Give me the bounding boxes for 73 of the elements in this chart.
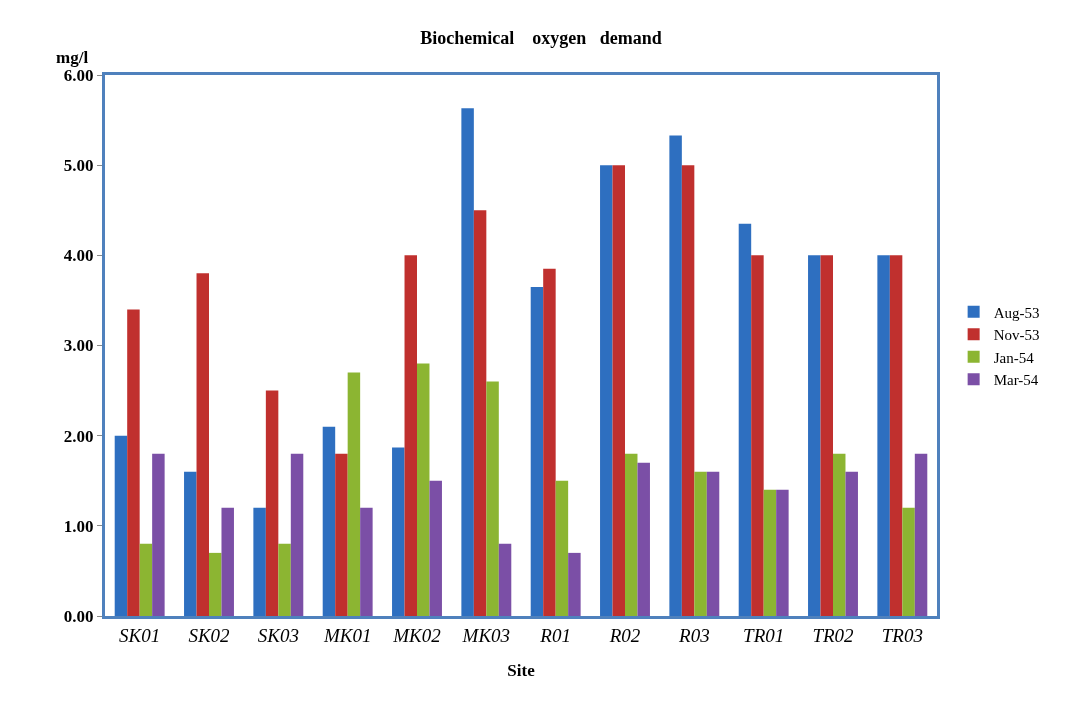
x-tick-label: R02 bbox=[608, 624, 641, 646]
bar bbox=[152, 453, 165, 616]
y-tick-label: 1.00 bbox=[63, 516, 94, 536]
legend-label: Mar-54 bbox=[993, 372, 1039, 389]
bar bbox=[417, 363, 430, 616]
y-tick-label: 0.00 bbox=[63, 606, 94, 626]
bar bbox=[568, 552, 581, 616]
bar bbox=[776, 489, 789, 616]
bar bbox=[209, 552, 222, 616]
bar bbox=[530, 286, 544, 616]
bar bbox=[253, 507, 266, 616]
x-tick-label: MK02 bbox=[392, 624, 442, 646]
bar bbox=[278, 543, 291, 616]
x-axis-title: Site bbox=[507, 661, 536, 681]
bar bbox=[808, 255, 821, 616]
x-tick-label: R03 bbox=[678, 624, 710, 646]
bar bbox=[845, 471, 858, 616]
bar bbox=[681, 165, 695, 616]
y-tick-label: 5.00 bbox=[63, 156, 94, 176]
bar bbox=[738, 223, 752, 616]
x-tick-label: SK02 bbox=[188, 624, 231, 646]
legend-label: Nov-53 bbox=[993, 327, 1040, 344]
bar bbox=[461, 108, 474, 616]
bar bbox=[265, 390, 279, 616]
bar bbox=[706, 471, 720, 616]
x-tick-label: TR01 bbox=[743, 624, 785, 646]
bar bbox=[889, 255, 903, 616]
bar bbox=[392, 447, 405, 616]
bar bbox=[612, 165, 625, 616]
bar bbox=[322, 426, 336, 616]
bar bbox=[360, 507, 373, 616]
y-tick-label: 3.00 bbox=[63, 336, 94, 356]
bar bbox=[820, 255, 833, 616]
bar bbox=[404, 255, 417, 616]
y-axis-title: mg/l bbox=[56, 48, 89, 67]
bar bbox=[543, 268, 556, 616]
x-tick-label: SK03 bbox=[257, 624, 299, 646]
legend-label: Jan-54 bbox=[993, 349, 1035, 366]
bar bbox=[221, 507, 234, 616]
bar bbox=[486, 381, 499, 616]
bar bbox=[555, 480, 569, 616]
bar bbox=[139, 543, 153, 616]
x-tick-label: TR02 bbox=[812, 624, 855, 646]
y-tick-label: 4.00 bbox=[63, 246, 94, 266]
x-tick-label: MK01 bbox=[322, 624, 372, 646]
bar bbox=[290, 453, 304, 616]
x-tick-label: MK03 bbox=[461, 624, 511, 646]
bar bbox=[751, 255, 764, 616]
legend-label: Aug-53 bbox=[993, 304, 1040, 321]
bar bbox=[600, 165, 613, 616]
bar bbox=[347, 372, 361, 616]
x-tick-label: R01 bbox=[539, 624, 571, 646]
bar bbox=[184, 471, 197, 616]
bar bbox=[473, 210, 487, 616]
bar bbox=[877, 255, 890, 616]
bar bbox=[335, 453, 348, 616]
bar bbox=[637, 462, 650, 616]
x-tick-label: TR03 bbox=[881, 624, 923, 646]
bar bbox=[763, 489, 777, 616]
bar bbox=[498, 543, 512, 616]
bar bbox=[902, 507, 915, 616]
bar bbox=[694, 471, 707, 616]
bar bbox=[669, 135, 682, 616]
bar bbox=[625, 453, 638, 616]
bar bbox=[127, 309, 140, 616]
x-tick-label: SK01 bbox=[119, 624, 161, 646]
y-tick-label: 2.00 bbox=[63, 426, 94, 446]
bar bbox=[196, 273, 209, 616]
bar bbox=[833, 453, 846, 616]
bar bbox=[114, 435, 128, 616]
chart-title: Biochemical oxygen demand bbox=[420, 28, 662, 49]
bar bbox=[429, 480, 442, 616]
bar bbox=[914, 453, 928, 616]
